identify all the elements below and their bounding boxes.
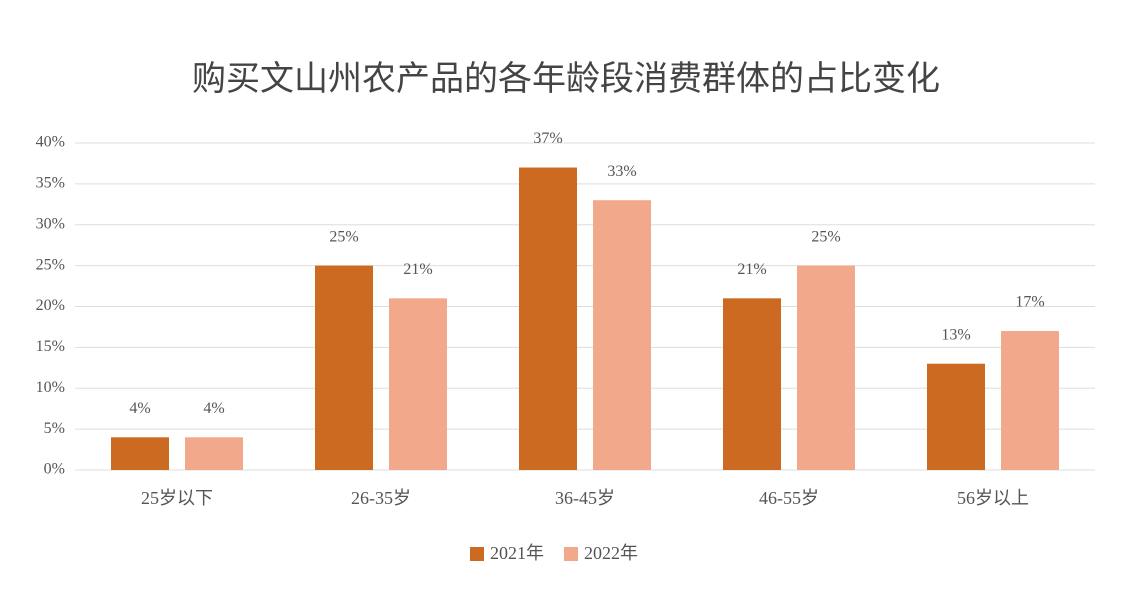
bar [797, 265, 855, 470]
y-tick-label: 10% [36, 379, 65, 396]
data-label: 25% [329, 228, 358, 245]
bar [593, 200, 651, 470]
data-label: 21% [737, 261, 766, 278]
bar [519, 167, 577, 470]
chart-title: 购买文山州农产品的各年龄段消费群体的占比变化 [192, 60, 940, 98]
data-label: 33% [607, 163, 636, 180]
data-label: 13% [941, 326, 970, 343]
bar [185, 437, 243, 470]
legend-swatch [564, 547, 578, 561]
x-tick-label: 36-45岁 [555, 488, 615, 508]
y-tick-label: 5% [44, 420, 65, 437]
data-label: 4% [203, 400, 224, 417]
data-label: 17% [1015, 294, 1044, 311]
data-label: 21% [403, 261, 432, 278]
bar [723, 298, 781, 470]
data-label: 25% [811, 228, 840, 245]
bar [927, 363, 985, 470]
y-tick-label: 40% [36, 134, 65, 151]
x-tick-label: 26-35岁 [351, 488, 411, 508]
y-tick-label: 20% [36, 297, 65, 314]
y-tick-label: 35% [36, 175, 65, 192]
legend-label: 2022年 [584, 543, 638, 563]
legend-swatch [470, 547, 484, 561]
bar [315, 265, 373, 470]
bar [111, 437, 169, 470]
bar [1001, 331, 1059, 470]
y-tick-label: 0% [44, 461, 65, 478]
x-tick-label: 56岁以上 [957, 488, 1029, 508]
x-tick-label: 25岁以下 [141, 488, 213, 508]
legend-label: 2021年 [490, 543, 544, 563]
data-label: 4% [129, 400, 150, 417]
data-label: 37% [533, 130, 562, 147]
x-tick-label: 46-55岁 [759, 488, 819, 508]
y-tick-label: 15% [36, 338, 65, 355]
bar [389, 298, 447, 470]
y-tick-label: 30% [36, 215, 65, 232]
y-tick-label: 25% [36, 256, 65, 273]
